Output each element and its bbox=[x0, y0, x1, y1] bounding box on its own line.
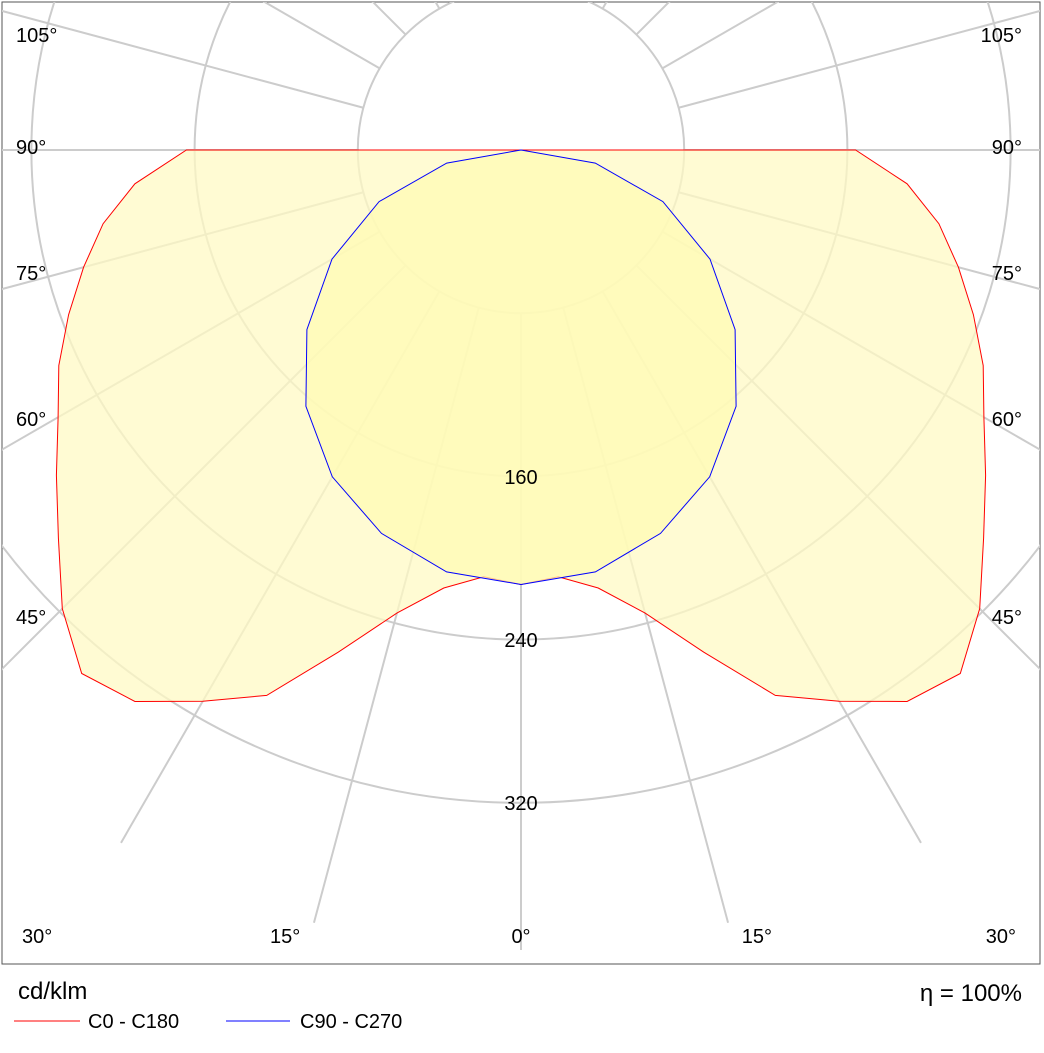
legend: C0 - C180 C90 - C270 bbox=[14, 1011, 402, 1033]
grid-ring bbox=[30, 2, 1012, 641]
angle-label-right: 15° bbox=[742, 926, 772, 948]
grid-spoke bbox=[262, 2, 381, 70]
angle-label-right: 45° bbox=[992, 607, 1022, 629]
angle-label-left: 15° bbox=[270, 926, 300, 948]
radial-tick-label: 240 bbox=[504, 630, 537, 652]
angle-label-left: 30° bbox=[22, 926, 52, 948]
angle-label-right: 30° bbox=[986, 926, 1016, 948]
legend-label-c90: C90 - C270 bbox=[300, 1011, 402, 1033]
angle-label-left: 90° bbox=[16, 137, 46, 159]
grid-spoke bbox=[661, 2, 780, 70]
grid-ring bbox=[2, 544, 1040, 804]
grid-spoke bbox=[2, 9, 364, 109]
unit-label: cd/klm bbox=[18, 978, 87, 1005]
angle-label-bottom: 0° bbox=[511, 926, 530, 948]
angle-label-left: 75° bbox=[16, 263, 46, 285]
efficiency-label: η = 100% bbox=[920, 980, 1022, 1007]
angle-label-left: 105° bbox=[16, 25, 57, 47]
legend-label-c0: C0 - C180 bbox=[88, 1011, 179, 1033]
grid-spoke bbox=[678, 9, 1040, 109]
angle-label-right: 90° bbox=[992, 137, 1022, 159]
radial-tick-label: 160 bbox=[504, 467, 537, 489]
angle-label-right: 75° bbox=[992, 263, 1022, 285]
angle-label-right: 105° bbox=[981, 25, 1022, 47]
angle-label-left: 45° bbox=[16, 607, 46, 629]
curve-c90-c270 bbox=[305, 149, 737, 586]
angle-label-right: 60° bbox=[992, 409, 1022, 431]
radial-tick-label: 320 bbox=[504, 793, 537, 815]
angle-label-left: 60° bbox=[16, 409, 46, 431]
